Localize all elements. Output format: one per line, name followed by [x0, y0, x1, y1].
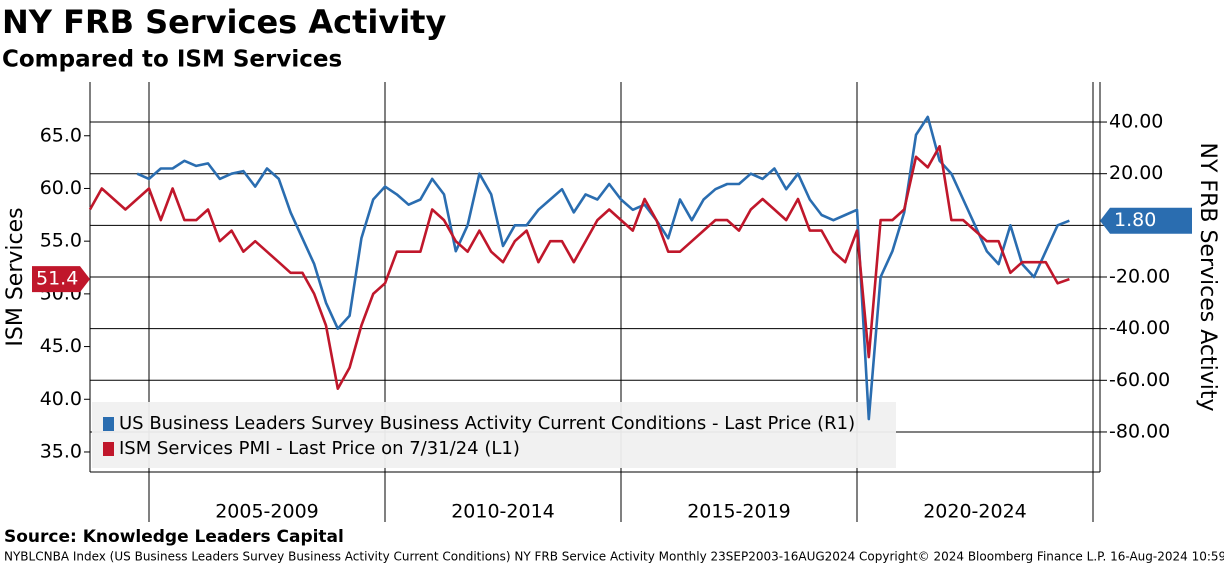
x-tick-label: 2005-2009	[215, 501, 319, 523]
x-tick-label: 2015-2019	[687, 501, 791, 523]
x-tick-label: 2010-2014	[451, 501, 555, 523]
legend-label: ISM Services PMI - Last Price on 7/31/24…	[119, 438, 520, 459]
y2-axis-title: NY FRB Services Activity	[1195, 143, 1220, 412]
y2-tick-label: 40.00	[1109, 111, 1163, 133]
footer: NYBLCNBA Index (US Business Leaders Surv…	[4, 550, 1224, 564]
last-value-label: 1.80	[1114, 209, 1156, 231]
x-tick-label: 2020-2024	[923, 501, 1027, 523]
series-line	[88, 145, 1070, 390]
legend-box	[92, 402, 896, 468]
y2-tick-label: -20.00	[1109, 266, 1170, 288]
chart-title: NY FRB Services Activity	[2, 3, 446, 41]
last-value-label: 51.4	[36, 268, 78, 290]
y2-tick-label: 20.00	[1109, 162, 1163, 184]
y2-tick-label: -40.00	[1109, 317, 1170, 339]
y-axis-title: ISM Services	[3, 207, 28, 346]
y-tick-label: 55.0	[40, 230, 82, 252]
y2-tick-label: -60.00	[1109, 369, 1170, 391]
last-value-marker	[32, 266, 90, 293]
y-tick-label: 60.0	[40, 177, 82, 199]
y2-tick-label: -80.00	[1109, 420, 1170, 442]
legend-swatch	[103, 442, 114, 456]
y-tick-label: 45.0	[40, 335, 82, 357]
last-value-marker	[1100, 207, 1192, 234]
series-line	[136, 115, 1070, 421]
chart-subtitle: Compared to ISM Services	[2, 47, 342, 73]
legend-swatch	[103, 417, 114, 431]
y-tick-label: 65.0	[40, 124, 82, 146]
legend-label: US Business Leaders Survey Business Acti…	[119, 413, 855, 434]
source: Source: Knowledge Leaders Capital	[4, 527, 344, 547]
y-tick-label: 40.0	[40, 388, 82, 410]
y-tick-label: 35.0	[40, 440, 82, 462]
